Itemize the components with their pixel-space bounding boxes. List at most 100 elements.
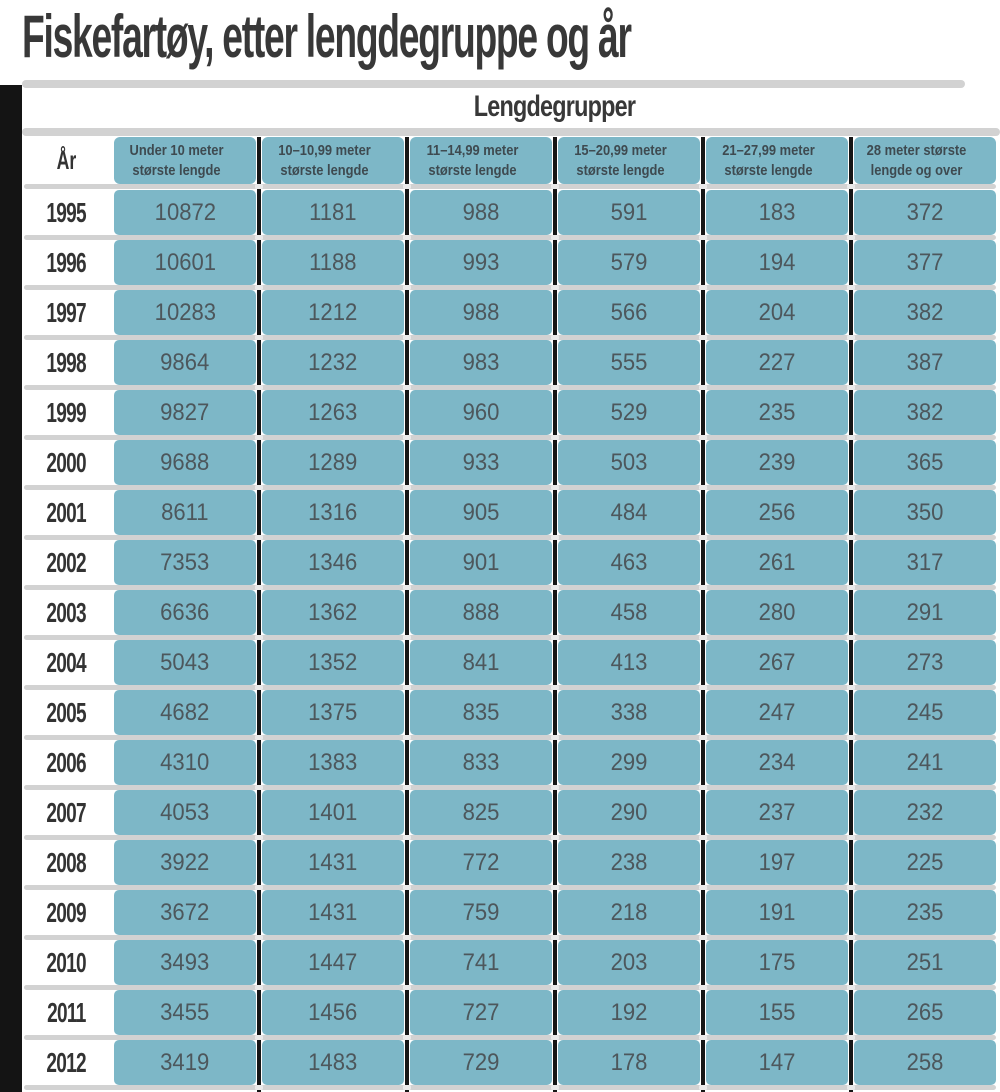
row-separator <box>24 435 996 440</box>
value-cell: 183 <box>706 190 848 235</box>
year-cell: 2001 <box>24 490 108 535</box>
value-cell-text: 7353 <box>160 548 210 576</box>
year-cell-text: 2007 <box>46 796 86 828</box>
value-cell: 1352 <box>262 640 404 685</box>
value-cell: 4310 <box>114 740 256 785</box>
value-cell-text: 218 <box>610 898 648 926</box>
value-cell: 241 <box>854 740 996 785</box>
value-cell: 413 <box>558 640 700 685</box>
value-cell-text: 933 <box>462 448 500 476</box>
value-cell-text: 235 <box>758 398 796 426</box>
value-cell-text: 365 <box>906 448 944 476</box>
value-cell-text: 833 <box>462 748 500 776</box>
value-cell: 245 <box>854 690 996 735</box>
value-cell-text: 458 <box>610 598 648 626</box>
value-cell-text: 1263 <box>308 398 358 426</box>
value-cell: 350 <box>854 490 996 535</box>
value-cell-text: 413 <box>610 648 648 676</box>
value-cell-text: 3672 <box>160 898 210 926</box>
value-cell: 1346 <box>262 540 404 585</box>
value-cell-text: 1483 <box>308 1048 358 1076</box>
value-cell: 841 <box>410 640 552 685</box>
value-cell-text: 4682 <box>160 698 210 726</box>
value-cell: 3672 <box>114 890 256 935</box>
year-cell: 2003 <box>24 590 108 635</box>
value-cell-text: 192 <box>610 998 648 1026</box>
value-cell: 3419 <box>114 1040 256 1085</box>
value-cell-text: 265 <box>906 998 944 1026</box>
value-cell-text: 1431 <box>308 898 358 926</box>
value-cell-text: 825 <box>462 798 500 826</box>
value-cell-text: 988 <box>462 198 500 226</box>
table-row: 2004 5043 1352 841 413 267 273 <box>0 640 1000 685</box>
value-cell: 4053 <box>114 790 256 835</box>
value-cell-text: 1456 <box>308 998 358 1026</box>
value-cell: 729 <box>410 1040 552 1085</box>
table-row: 1997 10283 1212 988 566 204 382 <box>0 290 1000 335</box>
value-cell-text: 4310 <box>160 748 210 776</box>
value-cell-text: 1431 <box>308 848 358 876</box>
year-cell: 2006 <box>24 740 108 785</box>
year-cell: 2004 <box>24 640 108 685</box>
value-cell-text: 280 <box>758 598 796 626</box>
value-cell: 579 <box>558 240 700 285</box>
year-cell-text: 1998 <box>46 346 86 378</box>
value-cell-text: 463 <box>610 548 648 576</box>
value-cell: 238 <box>558 840 700 885</box>
value-cell-text: 372 <box>906 198 944 226</box>
column-header-text: 21–27,99 meter største lengde <box>722 142 815 179</box>
year-cell: 2012 <box>24 1040 108 1085</box>
value-cell-text: 238 <box>610 848 648 876</box>
value-cell: 247 <box>706 690 848 735</box>
row-separator <box>24 385 996 390</box>
table-row: 1996 10601 1188 993 579 194 377 <box>0 240 1000 285</box>
value-cell-text: 6636 <box>160 598 210 626</box>
year-cell: 2005 <box>24 690 108 735</box>
year-cell-text: 2002 <box>46 546 86 578</box>
value-cell: 1431 <box>262 840 404 885</box>
value-cell: 591 <box>558 190 700 235</box>
value-cell-text: 175 <box>758 948 796 976</box>
value-cell-text: 4053 <box>160 798 210 826</box>
year-cell-text: 2012 <box>46 1046 86 1078</box>
year-cell-text: 2006 <box>46 746 86 778</box>
value-cell-text: 1375 <box>308 698 358 726</box>
table-row: 2012 3419 1483 729 178 147 258 <box>0 1040 1000 1085</box>
column-header-text: 28 meter største lengde og over <box>866 142 967 179</box>
value-cell-text: 1447 <box>308 948 358 976</box>
table-row: 1995 10872 1181 988 591 183 372 <box>0 190 1000 235</box>
page-title: Fiskefartøy, etter lengdegruppe og år <box>22 4 1000 70</box>
value-cell-text: 241 <box>906 748 944 776</box>
table-body: 1995 10872 1181 988 591 183 372 1996 10601 1188 99… <box>0 190 1000 1090</box>
value-cell-text: 245 <box>906 698 944 726</box>
value-cell: 1181 <box>262 190 404 235</box>
year-cell: 2002 <box>24 540 108 585</box>
column-header-text: 11–14,99 meter største lengde <box>426 142 519 179</box>
table-row: 2003 6636 1362 888 458 280 291 <box>0 590 1000 635</box>
year-column-header: År <box>24 137 108 184</box>
year-cell: 2000 <box>24 440 108 485</box>
value-cell-text: 290 <box>610 798 648 826</box>
value-cell-text: 529 <box>610 398 648 426</box>
value-cell-text: 1188 <box>309 248 357 276</box>
value-cell-text: 503 <box>610 448 648 476</box>
value-cell: 290 <box>558 790 700 835</box>
column-divider <box>849 137 853 1092</box>
row-separator <box>24 485 996 490</box>
value-cell: 4682 <box>114 690 256 735</box>
value-cell: 291 <box>854 590 996 635</box>
header-row-separator <box>0 184 1000 189</box>
year-cell: 2011 <box>24 990 108 1035</box>
value-cell: 988 <box>410 190 552 235</box>
value-cell-text: 591 <box>610 198 648 226</box>
value-cell-text: 350 <box>906 498 944 526</box>
value-cell: 338 <box>558 690 700 735</box>
column-header: Under 10 meter største lengde <box>114 137 256 184</box>
value-cell-text: 147 <box>758 1048 796 1076</box>
value-cell-text: 10872 <box>154 198 216 226</box>
value-cell-text: 10283 <box>154 298 216 326</box>
page-title-text: Fiskefartøy, etter lengdegruppe og år <box>22 3 632 70</box>
value-cell-text: 291 <box>906 598 944 626</box>
year-cell-text: 2004 <box>46 646 86 678</box>
value-cell: 147 <box>706 1040 848 1085</box>
